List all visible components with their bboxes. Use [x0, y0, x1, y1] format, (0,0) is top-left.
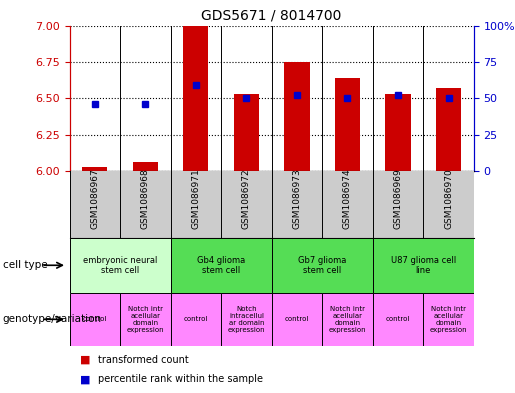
- Text: control: control: [386, 316, 410, 322]
- Title: GDS5671 / 8014700: GDS5671 / 8014700: [201, 9, 342, 23]
- Bar: [133, 162, 158, 171]
- Bar: [335, 78, 360, 171]
- Bar: [423, 293, 474, 346]
- Text: Notch intr
acellular
domain
expression: Notch intr acellular domain expression: [127, 306, 164, 333]
- Bar: [436, 88, 461, 171]
- Bar: [272, 238, 373, 293]
- Text: ■: ■: [80, 374, 90, 384]
- Text: control: control: [285, 316, 309, 322]
- Text: cell type: cell type: [3, 260, 47, 270]
- Text: control: control: [184, 316, 208, 322]
- Bar: [70, 293, 120, 346]
- Bar: [373, 293, 423, 346]
- Bar: [120, 293, 170, 346]
- Bar: [82, 167, 108, 171]
- Bar: [221, 293, 271, 346]
- Bar: [284, 62, 310, 171]
- Text: Notch intr
acellular
domain
expression: Notch intr acellular domain expression: [329, 306, 366, 333]
- Text: transformed count: transformed count: [98, 354, 188, 365]
- Text: Notch
intracellul
ar domain
expression: Notch intracellul ar domain expression: [228, 306, 265, 333]
- Text: percentile rank within the sample: percentile rank within the sample: [98, 374, 263, 384]
- Text: Gb4 glioma
stem cell: Gb4 glioma stem cell: [197, 255, 245, 275]
- Bar: [373, 238, 474, 293]
- Text: genotype/variation: genotype/variation: [3, 314, 101, 324]
- Text: ■: ■: [80, 354, 90, 365]
- Text: control: control: [82, 316, 107, 322]
- Text: embryonic neural
stem cell: embryonic neural stem cell: [83, 255, 157, 275]
- Bar: [272, 293, 322, 346]
- Bar: [322, 293, 373, 346]
- Bar: [70, 238, 170, 293]
- Bar: [170, 238, 272, 293]
- Bar: [385, 94, 410, 171]
- Bar: [234, 94, 259, 171]
- Text: Gb7 glioma
stem cell: Gb7 glioma stem cell: [298, 255, 347, 275]
- Bar: [170, 293, 221, 346]
- Bar: [183, 26, 209, 171]
- Text: U87 glioma cell
line: U87 glioma cell line: [391, 255, 456, 275]
- Text: Notch intr
acellular
domain
expression: Notch intr acellular domain expression: [430, 306, 467, 333]
